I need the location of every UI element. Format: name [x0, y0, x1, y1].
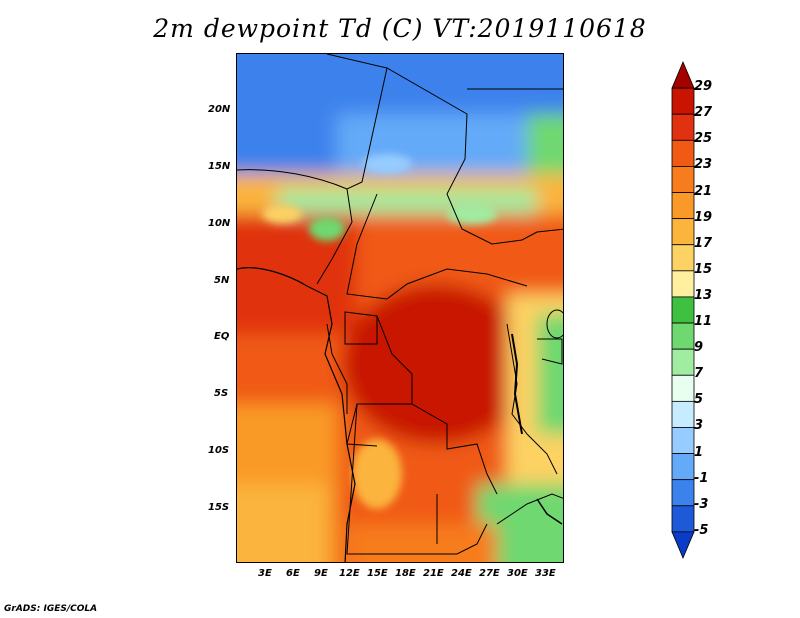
lake-tanganyika — [511, 333, 523, 435]
colorbar — [671, 60, 695, 560]
colorbar-segment — [671, 296, 695, 324]
colorbar-label: 21 — [694, 183, 713, 199]
field-angola-highland — [352, 439, 402, 509]
colorbar-label: 7 — [694, 366, 704, 382]
colorbar-label: -1 — [694, 470, 709, 486]
grads-credit: GrADS: IGES/COLA — [4, 604, 98, 614]
colorbar-label: -5 — [694, 522, 709, 538]
field-southwest-yellow — [237, 484, 327, 562]
colorbar-segment — [671, 374, 695, 402]
lake-malawi — [536, 498, 563, 525]
colorbar-label: 29 — [694, 79, 713, 95]
colorbar-label: 17 — [694, 235, 713, 251]
field-south-orange — [347, 524, 497, 562]
field-nigeria-plateau — [262, 205, 302, 223]
lon-label-30e: 30E — [507, 568, 528, 579]
lon-label-33e: 33E — [535, 568, 556, 579]
field-east-green — [537, 314, 563, 434]
lon-label-18e: 18E — [395, 568, 416, 579]
lat-label-20n: 20N — [208, 104, 231, 115]
colorbar-segment — [671, 218, 695, 246]
chart-title: 2m dewpoint Td (C) VT:2019110618 — [153, 14, 647, 43]
colorbar-segment — [671, 87, 695, 115]
colorbar-label: 1 — [694, 444, 704, 460]
lat-label-10s: 10S — [208, 445, 230, 456]
field-cameroon-highland — [309, 217, 345, 241]
lat-label-5s: 5S — [214, 388, 229, 399]
lon-label-27e: 27E — [479, 568, 500, 579]
colorbar-segment — [671, 479, 695, 507]
lon-label-6e: 6E — [286, 568, 300, 579]
lon-label-15e: 15E — [367, 568, 388, 579]
colorbar-segment — [671, 505, 695, 533]
lat-label-15s: 15S — [208, 502, 230, 513]
colorbar-segment — [671, 139, 695, 167]
lat-label-15n: 15N — [208, 161, 231, 172]
lon-label-3e: 3E — [258, 568, 272, 579]
dewpoint-map — [236, 53, 564, 563]
lake-victoria — [546, 309, 563, 339]
lon-label-21e: 21E — [423, 568, 444, 579]
colorbar-segment — [671, 244, 695, 272]
lat-label-5n: 5N — [214, 275, 230, 286]
colorbar-label: 15 — [694, 261, 713, 277]
coastline — [237, 267, 356, 562]
colorbar-label: 19 — [694, 209, 713, 225]
colorbar-label: 27 — [694, 105, 713, 121]
lat-label-10n: 10N — [208, 218, 231, 229]
lon-label-9e: 9E — [314, 568, 328, 579]
colorbar-label: 9 — [694, 340, 704, 356]
field-chad-lake — [362, 154, 412, 174]
colorbar-label: 11 — [694, 314, 713, 330]
colorbar-segment — [671, 192, 695, 220]
lon-label-12e: 12E — [339, 568, 360, 579]
colorbar-label: -3 — [694, 496, 709, 512]
colorbar-label: 5 — [694, 392, 704, 408]
colorbar-segment — [671, 322, 695, 350]
country-borders — [237, 54, 563, 555]
colorbar-segment — [671, 166, 695, 193]
colorbar-segment — [671, 113, 695, 141]
lat-label-eq: EQ — [214, 331, 230, 342]
field-congo-core — [342, 284, 532, 444]
colorbar-segment — [671, 453, 695, 481]
colorbar-segment — [671, 427, 695, 454]
field-sahel-green — [277, 189, 537, 214]
colorbar-segment — [671, 270, 695, 298]
colorbar-label: 3 — [694, 418, 704, 434]
colorbar-label: 23 — [694, 157, 713, 173]
field-sudan-green — [447, 204, 497, 224]
colorbar-label: 25 — [694, 131, 713, 147]
colorbar-label: 13 — [694, 287, 713, 303]
lon-label-24e: 24E — [451, 568, 472, 579]
colorbar-segment — [671, 348, 695, 376]
colorbar-segment — [671, 60, 695, 89]
colorbar-segment — [671, 531, 695, 560]
colorbar-segment — [671, 400, 695, 428]
